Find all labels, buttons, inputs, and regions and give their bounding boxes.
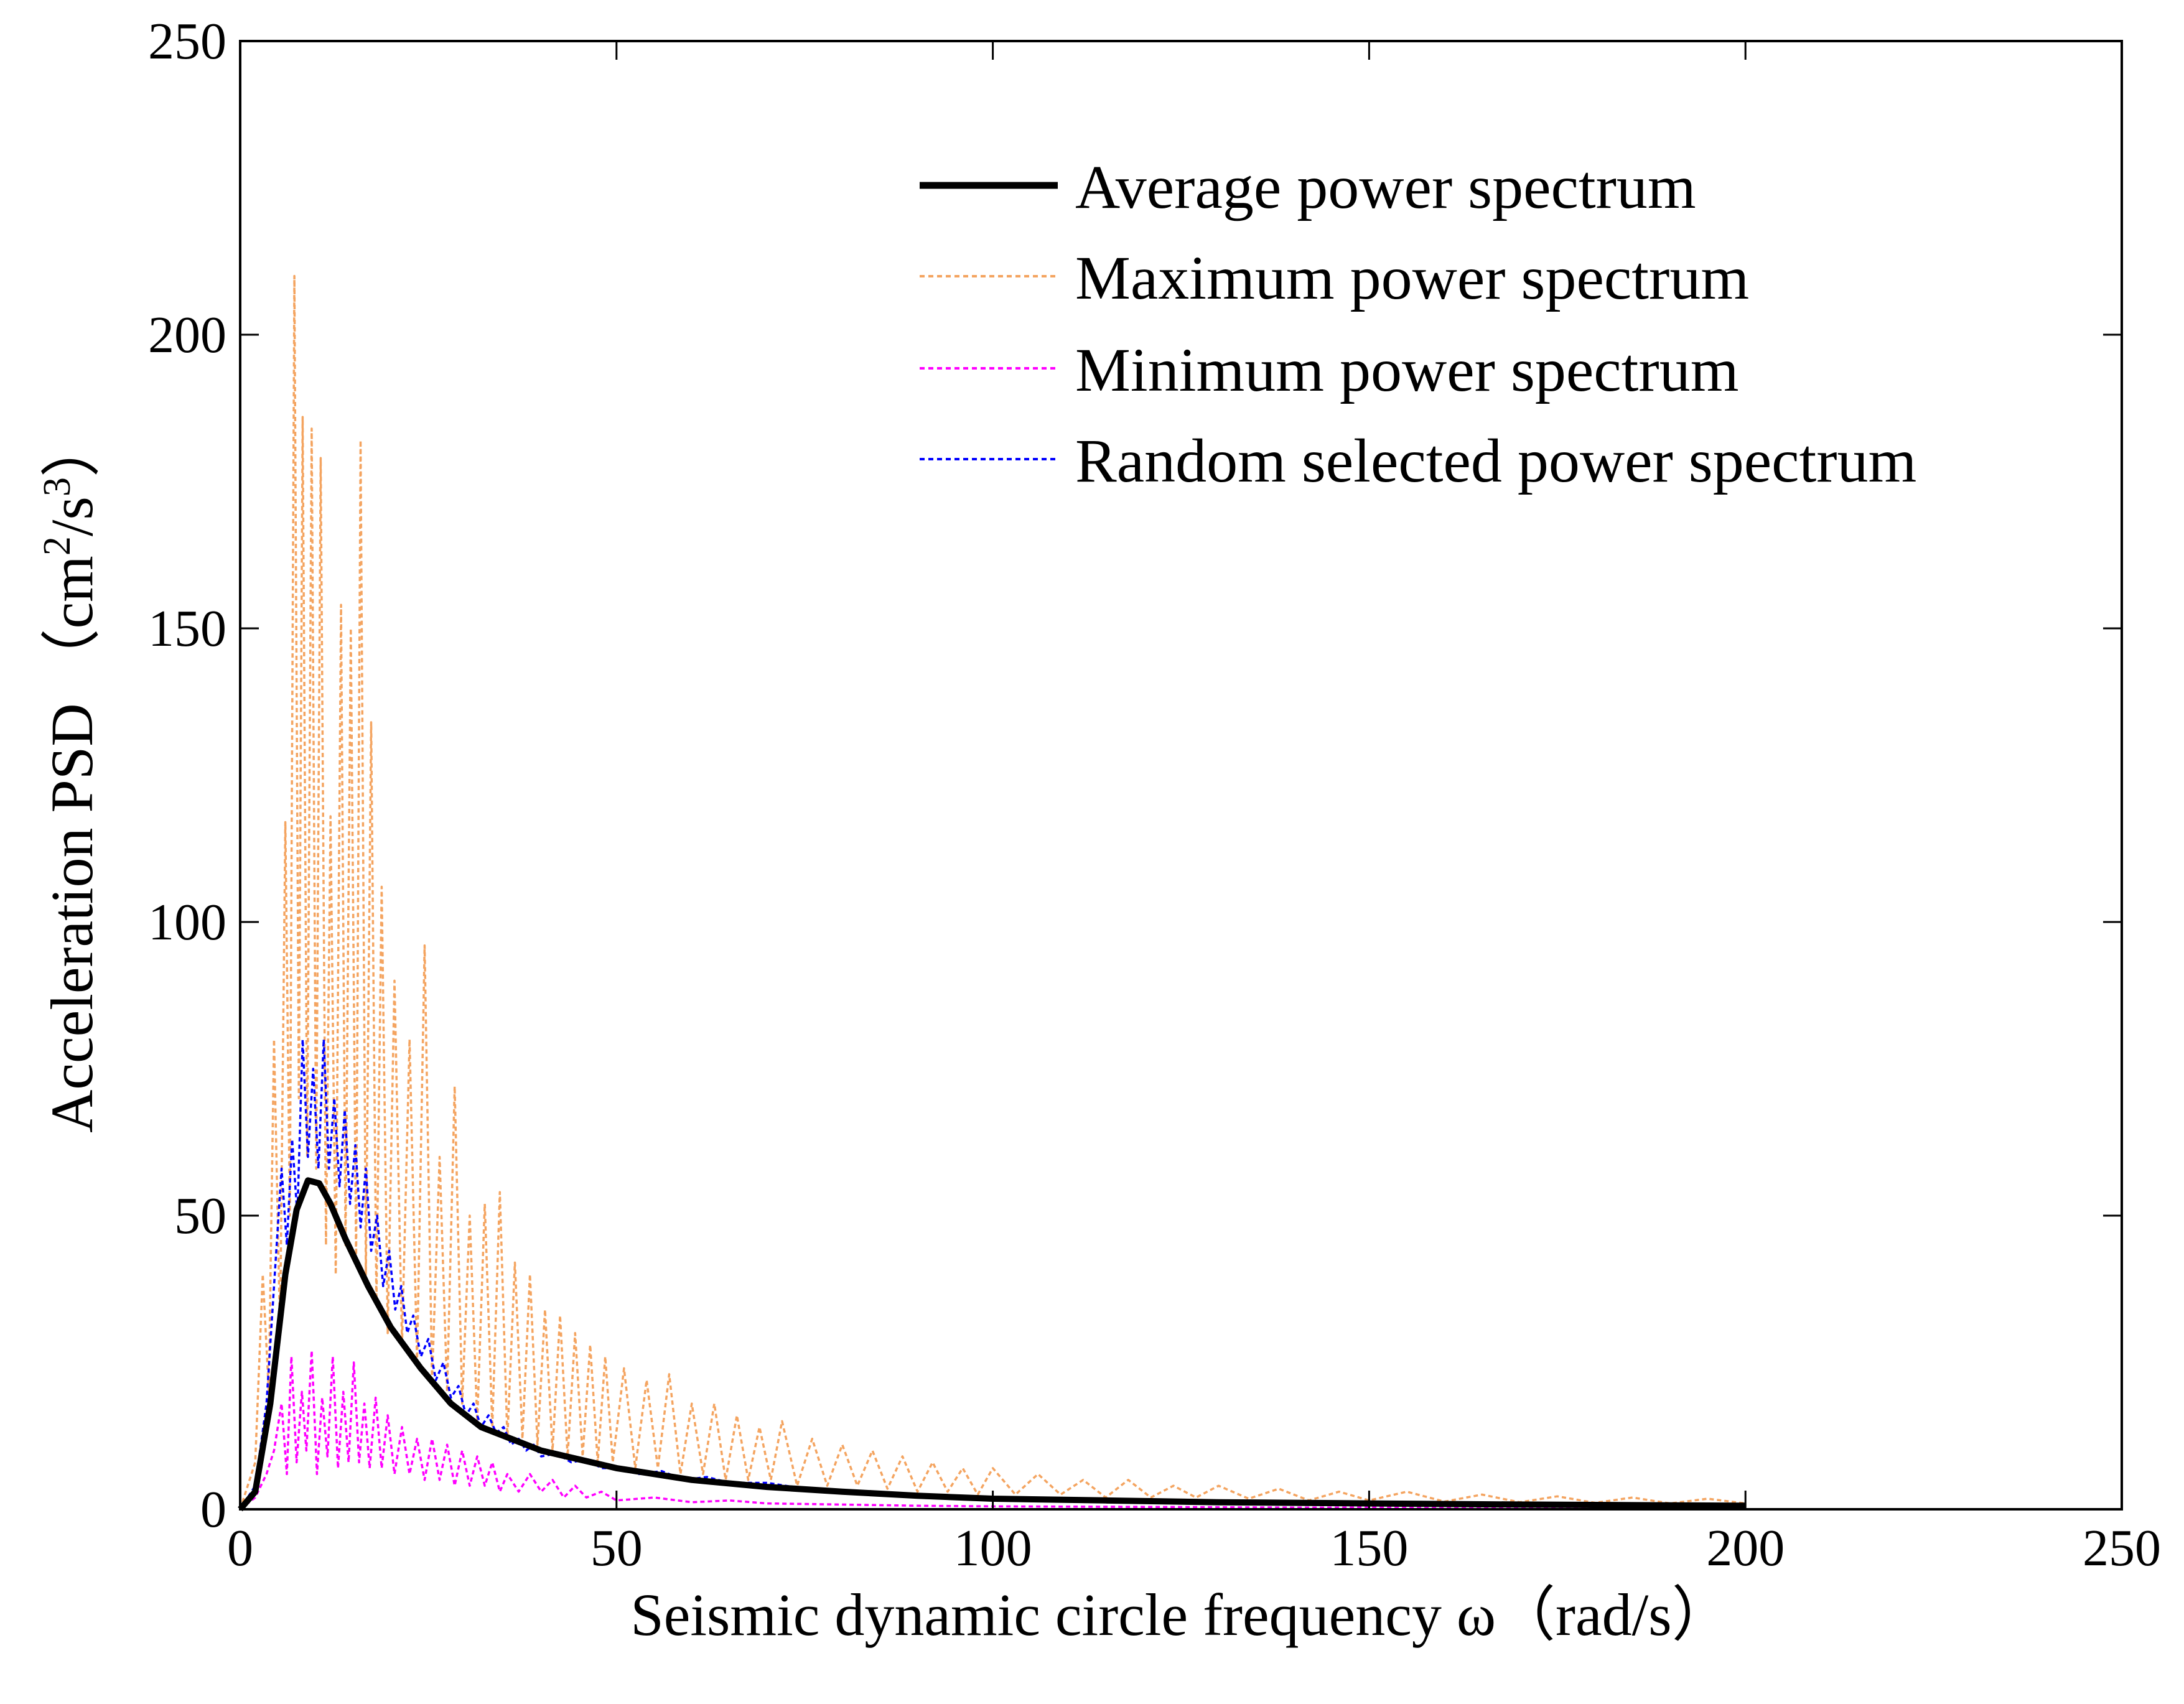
series-line-random bbox=[239, 1038, 1746, 1510]
series-line-maximum bbox=[239, 274, 1746, 1510]
x-tick-label: 150 bbox=[1330, 1519, 1408, 1577]
tick-layer: 0 50 100 150 200 250 0 50 100 150 200 250 bbox=[148, 12, 2161, 1577]
legend-label-average: Average power spectrum bbox=[1075, 152, 1696, 221]
y-axis-label-sup1: 2 bbox=[36, 536, 78, 556]
x-axis-label: Seismic dynamic circle frequency ω（rad/s… bbox=[630, 1581, 1731, 1648]
legend-label-maximum: Maximum power spectrum bbox=[1075, 243, 1749, 312]
y-axis-label-main: Acceleration PSD （cm bbox=[39, 556, 105, 1133]
legend-label-minimum: Minimum power spectrum bbox=[1075, 335, 1739, 404]
x-tick-label: 0 bbox=[227, 1519, 253, 1577]
y-axis-label-end: ） bbox=[39, 417, 105, 477]
x-tick-label: 100 bbox=[954, 1519, 1032, 1577]
series-line-minimum bbox=[239, 1349, 1746, 1511]
x-tick-label: 200 bbox=[1706, 1519, 1785, 1577]
plot-frame bbox=[239, 40, 2123, 1511]
y-tick-label: 150 bbox=[148, 600, 226, 658]
series-layer bbox=[238, 274, 1746, 1512]
y-tick-label: 250 bbox=[148, 12, 226, 70]
y-tick-label: 50 bbox=[174, 1187, 226, 1245]
y-axis-label-sup2: 3 bbox=[36, 477, 78, 496]
y-tick-label: 100 bbox=[148, 893, 226, 951]
legend-label-random: Random selected power spectrum bbox=[1075, 426, 1916, 495]
y-tick-label: 0 bbox=[200, 1481, 226, 1539]
y-tick-label: 200 bbox=[148, 306, 226, 364]
series-line-average bbox=[238, 1177, 1746, 1512]
y-axis-label: Acceleration PSD （cm2/s3） bbox=[36, 417, 105, 1133]
x-tick-label: 50 bbox=[590, 1519, 643, 1577]
legend: Average power spectrum Maximum power spe… bbox=[920, 152, 1916, 495]
y-axis-label-mid: /s bbox=[39, 496, 105, 536]
x-tick-label: 250 bbox=[2083, 1519, 2161, 1577]
